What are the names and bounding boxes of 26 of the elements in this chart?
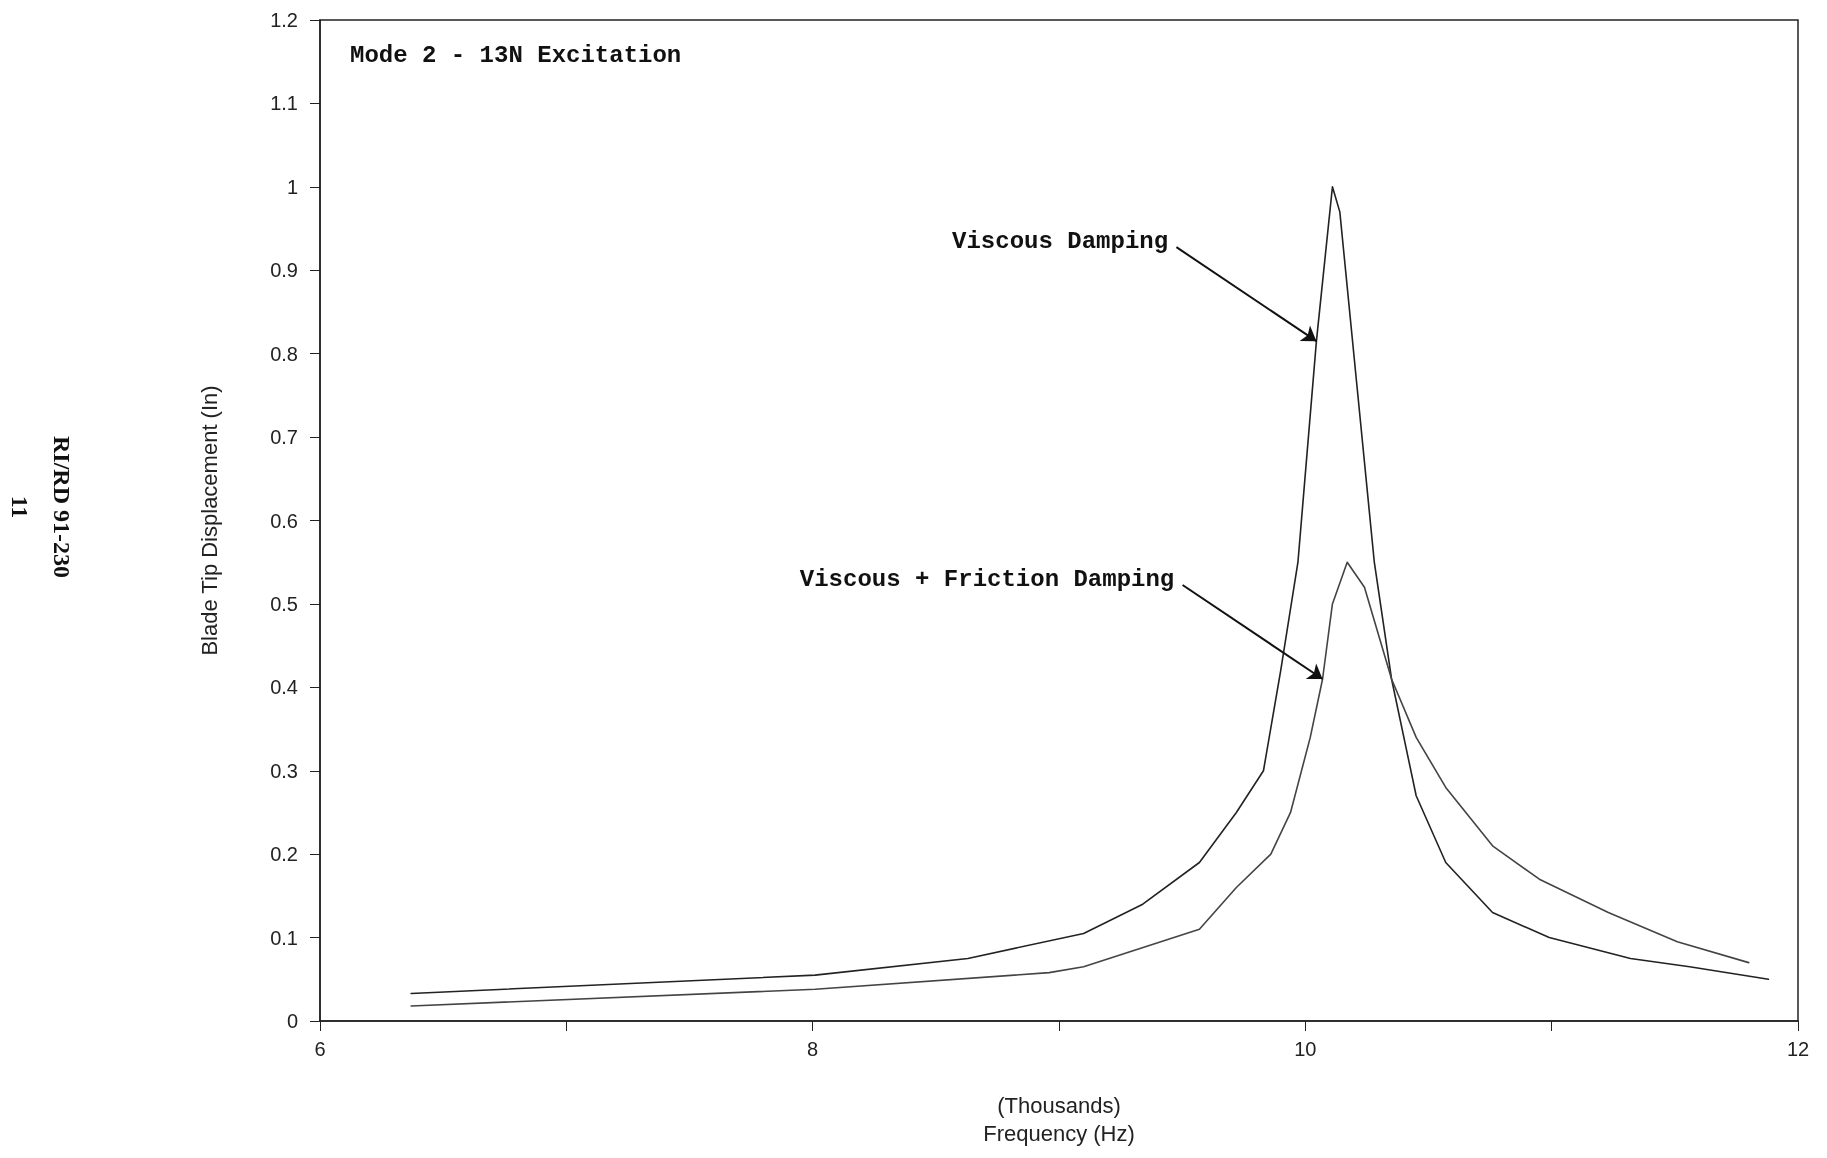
y-tick-label: 0.6 (270, 509, 298, 532)
y-tick-label: 1 (286, 175, 298, 198)
x-tick-label: 6 (314, 1038, 326, 1060)
y-tick-label: 0 (286, 1010, 298, 1032)
x-axis-title: (Thousands) Frequency (Hz) (983, 1092, 1135, 1146)
annotation: Viscous Damping (952, 228, 1169, 256)
y-tick-label: 0.1 (270, 926, 298, 949)
text: Mode 2 - 13N Excitation (350, 41, 682, 69)
y-tick-label: 0.7 (270, 426, 298, 449)
y-tick-label: 1.1 (270, 92, 298, 115)
line-series (410, 561, 1750, 1007)
y-tick-label: 0.3 (270, 759, 298, 782)
x-tick-label: 12 (1786, 1038, 1810, 1060)
line-series (410, 186, 1770, 995)
y-tick-label: 0.5 (270, 592, 298, 615)
y-tick-label: 1.2 (270, 9, 298, 31)
y-tick-label: 0.4 (270, 676, 298, 699)
y-tick-label: 0.8 (270, 342, 298, 365)
text: 11 (7, 495, 33, 519)
y-tick-label: 0.9 (270, 259, 298, 282)
y-tick-label: 0.2 (270, 843, 298, 866)
annotation: Viscous + Friction Damping (799, 565, 1175, 593)
text: RI/RD 91-230 (49, 436, 75, 578)
y-axis-title: Blade Tip Displacement (In) (196, 385, 222, 656)
x-tick-label: 8 (807, 1038, 819, 1060)
x-tick-label: 10 (1294, 1038, 1317, 1060)
